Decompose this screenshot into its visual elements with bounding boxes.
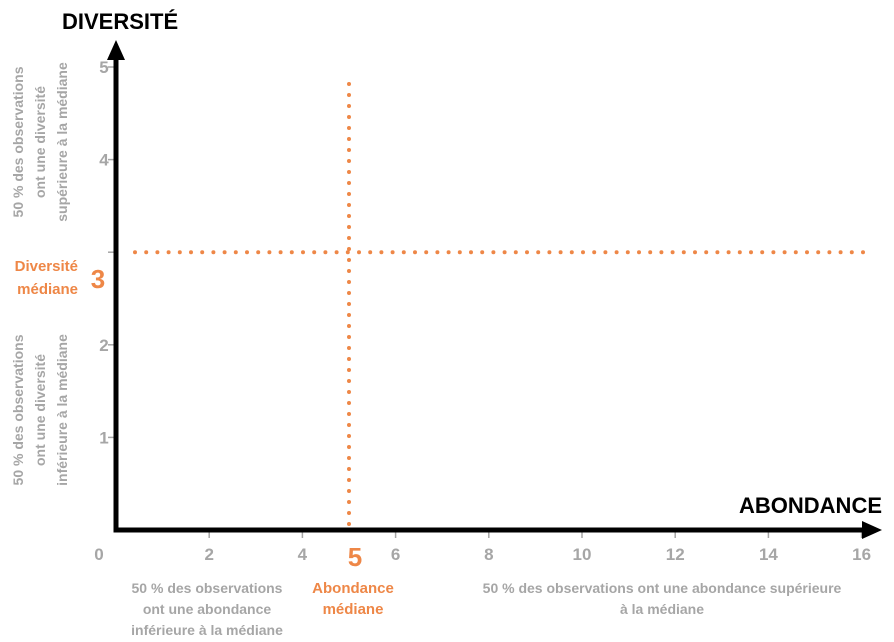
x-below-note-line-3: inférieure à la médiane: [131, 622, 283, 638]
y-median-caption-line-2: médiane: [17, 281, 78, 298]
x-axis-arrowhead: [862, 521, 882, 539]
y-tick-label: 2: [99, 336, 108, 355]
x-tick-label: 4: [298, 545, 308, 564]
y-tick-label: 4: [99, 151, 109, 170]
y-tick-label: 1: [99, 428, 108, 447]
y-tick-label: 5: [99, 58, 108, 77]
y-axis-title: DIVERSITÉ: [62, 9, 178, 34]
x-tick-label: 2: [204, 545, 213, 564]
x-median-value: 5: [348, 542, 362, 572]
x-above-note-line-2: à la médiane: [620, 601, 704, 617]
x-tick-label: 8: [484, 545, 493, 564]
y-axis-arrowhead: [107, 40, 125, 60]
y-median-value: 3: [91, 264, 105, 294]
median-lines: [133, 82, 868, 532]
x-above-note-line-1: 50 % des observations ont une abondance …: [483, 580, 842, 596]
y-below-note-line-1: 50 % des observations: [10, 334, 26, 485]
y-median-caption-line-1: Diversité: [15, 258, 78, 275]
x-tick-label: 6: [391, 545, 400, 564]
y-below-note-line-2: ont une diversité: [32, 354, 48, 466]
x-below-note-line-2: ont une abondance: [143, 601, 272, 617]
x-median-caption-line-2: médiane: [323, 601, 384, 618]
x-tick-label: 10: [573, 545, 592, 564]
x-tick-label: 0: [94, 545, 103, 564]
x-tick-label: 16: [852, 545, 871, 564]
x-median-caption-line-1: Abondance: [312, 580, 394, 597]
y-above-note-line-2: ont une diversité: [32, 86, 48, 198]
x-axis-title: ABONDANCE: [739, 493, 882, 518]
x-below-note-line-1: 50 % des observations: [132, 580, 283, 596]
y-below-note-line-3: inférieure à la médiane: [54, 334, 70, 486]
y-above-note-line-3: supérieure à la médiane: [54, 62, 70, 222]
x-tick-label: 14: [759, 545, 778, 564]
y-above-note-line-1: 50 % des observations: [10, 66, 26, 217]
x-tick-label: 12: [666, 545, 685, 564]
axes: [107, 40, 882, 539]
